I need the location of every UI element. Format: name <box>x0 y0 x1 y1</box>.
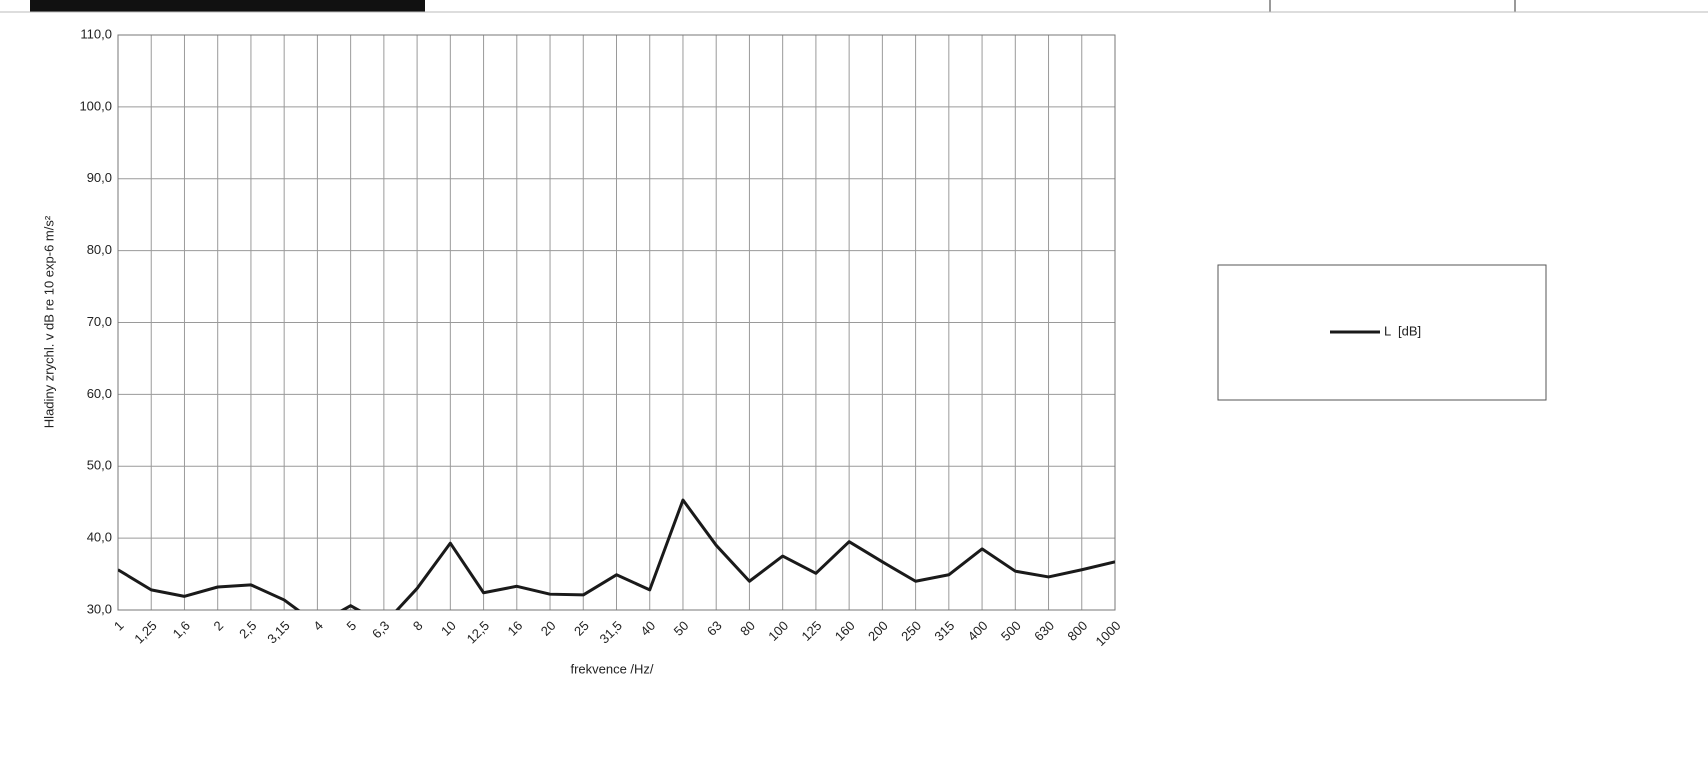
x-tick-label: 8 <box>410 618 426 634</box>
x-tick-label: 50 <box>671 618 692 639</box>
x-tick-label: 500 <box>998 618 1024 644</box>
x-tick-label: 12,5 <box>464 618 493 647</box>
x-tick-label: 1000 <box>1092 618 1123 649</box>
x-tick-label: 80 <box>737 618 758 639</box>
x-tick-label: 20 <box>538 618 559 639</box>
x-tick-label: 160 <box>832 618 858 644</box>
x-tick-label: 1,25 <box>131 618 160 647</box>
y-tick-label: 110,0 <box>80 26 112 41</box>
legend-box <box>1217 264 1547 401</box>
x-tick-label: 315 <box>931 618 957 644</box>
x-tick-label: 2 <box>211 618 227 634</box>
x-tick-label: 400 <box>965 618 991 644</box>
x-tick-label: 630 <box>1031 618 1057 644</box>
legend-label: L [dB] <box>1384 323 1421 338</box>
x-tick-label: 4 <box>310 618 326 634</box>
x-tick-label: 5 <box>343 618 359 634</box>
x-tick-label: 800 <box>1064 618 1090 644</box>
x-tick-label: 31,5 <box>597 618 626 647</box>
data-line <box>118 498 1115 610</box>
x-tick-label: 125 <box>798 618 824 644</box>
y-tick-label: 50,0 <box>87 458 112 473</box>
x-tick-label: 6,3 <box>369 618 392 641</box>
scan-header-box <box>1269 0 1516 13</box>
scan-header-bar <box>30 0 425 12</box>
y-tick-label: 60,0 <box>87 386 112 401</box>
x-tick-label: 10 <box>438 618 459 639</box>
x-tick-label: 1,6 <box>170 618 193 641</box>
y-tick-label: 30,0 <box>87 601 112 616</box>
x-tick-label: 63 <box>704 618 725 639</box>
x-tick-label: 3,15 <box>264 618 293 647</box>
y-tick-label: 70,0 <box>87 314 112 329</box>
x-axis-label: frekvence /Hz/ <box>570 661 653 676</box>
x-tick-label: 250 <box>898 618 924 644</box>
y-tick-label: 100,0 <box>79 98 112 113</box>
y-tick-label: 40,0 <box>87 530 112 545</box>
y-axis-label: Hladiny zrychl. v dB re 10 exp-6 m/s² <box>41 215 56 428</box>
x-tick-label: 25 <box>571 618 592 639</box>
x-tick-label: 40 <box>637 618 658 639</box>
x-tick-label: 1 <box>111 618 127 634</box>
y-tick-label: 90,0 <box>87 170 112 185</box>
x-tick-label: 200 <box>865 618 891 644</box>
plot-border <box>117 34 1116 611</box>
y-tick-label: 80,0 <box>87 242 112 257</box>
x-tick-label: 16 <box>505 618 526 639</box>
x-tick-label: 100 <box>765 618 791 644</box>
x-tick-label: 2,5 <box>236 618 259 641</box>
